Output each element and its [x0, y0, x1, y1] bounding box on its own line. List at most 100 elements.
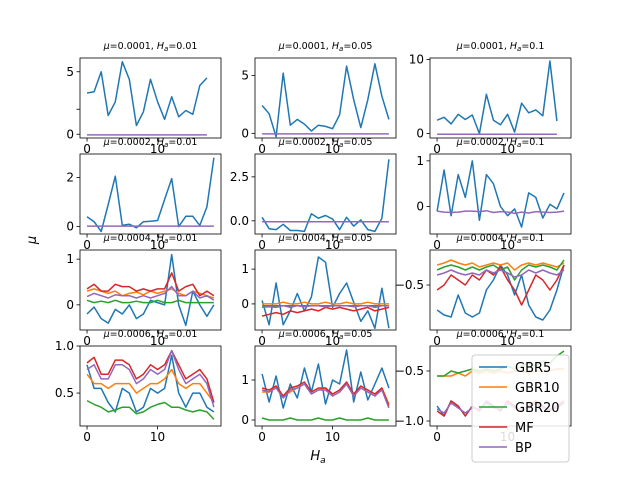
y-tick-label: 1 [241, 262, 249, 276]
y-tick-label: 0 [416, 200, 424, 214]
axes-frame [254, 249, 397, 331]
subplot-10: 0 10 0.5 1.0 μ=0.0006, Ha=0.01 [55, 329, 222, 444]
series-line-bp [436, 209, 565, 215]
series-line-bp [262, 304, 389, 309]
y-tick-label: −1.0 [395, 414, 424, 428]
series-line-gbr5 [436, 160, 565, 228]
y-tick-label: 0.5 [55, 386, 74, 400]
x-tick-label: 10 [325, 430, 340, 444]
subplot-5: 0 10 0.0 2.5 μ=0.0002, Ha=0.05 [230, 137, 397, 252]
series-line-gbr10 [436, 259, 565, 271]
x-axis-label: Ha [310, 449, 325, 466]
subplot-title: μ=0.0002, Ha=0.1 [456, 137, 545, 149]
x-tick-label: 0 [258, 334, 266, 348]
axes-frame [79, 345, 222, 427]
x-tick-label: 10 [150, 334, 165, 348]
y-tick-label: 2 [66, 170, 74, 184]
x-tick-label: 10 [325, 334, 340, 348]
subplot-3: 0 10 0 10 μ=0.0001, Ha=0.1 [409, 41, 572, 156]
subplot-2: 0 10 0 5 μ=0.0001, Ha=0.05 [241, 41, 397, 156]
series-line-gbr20 [86, 399, 215, 420]
series-line-mf [261, 381, 390, 407]
axes-frame [254, 57, 397, 139]
x-tick-label: 10 [500, 334, 515, 348]
legend-box [471, 354, 570, 463]
x-tick-label: 0 [258, 142, 266, 156]
x-tick-label: 0 [83, 334, 91, 348]
x-tick-label: 10 [325, 238, 340, 252]
axes-frame [254, 345, 397, 427]
x-tick-label: 0 [83, 430, 91, 444]
axes-frame [79, 57, 222, 139]
series-line-gbr10 [262, 301, 389, 305]
y-tick-label: 0 [241, 413, 249, 427]
legend-label-bp: BP [515, 441, 532, 456]
series-line-bp [436, 269, 565, 278]
x-tick-label: 0 [433, 238, 441, 252]
x-tick-label: 0 [433, 334, 441, 348]
series-line-gbr5 [436, 264, 565, 321]
y-tick-label: 0 [241, 126, 249, 140]
x-tick-label: 10 [150, 238, 165, 252]
axes-frame [254, 153, 397, 235]
subplot-title: μ=0.0006, Ha=0.01 [103, 329, 198, 341]
x-tick-label: 0 [258, 238, 266, 252]
y-tick-label: 0 [66, 127, 74, 141]
series-line-gbr5 [261, 349, 390, 409]
subplot-title: μ=0.0002, Ha=0.01 [103, 137, 198, 149]
series-line-gbr5 [261, 159, 390, 233]
subplot-title: μ=0.0001, Ha=0.1 [456, 41, 545, 53]
legend-label-gbr5: GBR5 [515, 361, 551, 376]
series-line-gbr20 [261, 417, 389, 421]
x-tick-label: 10 [150, 142, 165, 156]
subplot-9: 0 10 −0.5 μ=0.0004, Ha=0.1 [395, 233, 572, 348]
axes-frame [79, 153, 222, 235]
y-tick-label: 0 [66, 220, 74, 234]
axes-frame [429, 153, 572, 235]
series-line-gbr20 [86, 299, 214, 304]
legend-label-mf: MF [515, 421, 534, 436]
x-tick-label: 10 [325, 142, 340, 156]
y-tick-label: 0.0 [230, 214, 249, 228]
y-tick-label: 1 [66, 252, 74, 266]
x-tick-label: 10 [500, 238, 515, 252]
x-tick-label: 0 [433, 430, 441, 444]
subplot-11: 0 10 0 1 μ=0.0006, Ha=0.05 [241, 329, 397, 444]
x-tick-label: 0 [83, 238, 91, 252]
series-line-gbr10 [86, 368, 215, 403]
legend-label-gbr20: GBR20 [515, 401, 560, 416]
y-tick-label: 1.0 [55, 339, 74, 353]
y-axis-label: μ [25, 236, 40, 245]
series-line-mf [86, 272, 215, 297]
axes-frame [429, 249, 572, 331]
x-tick-label: 0 [83, 142, 91, 156]
subplot-1: 0 10 0 5 μ=0.0001, Ha=0.01 [66, 41, 222, 156]
series-line-bp [86, 285, 215, 301]
subplot-title: μ=0.0006, Ha=0.05 [278, 329, 373, 341]
series-line-gbr5 [261, 256, 390, 330]
series-line-gbr5 [86, 253, 215, 327]
y-tick-label: 5 [66, 65, 74, 79]
subplot-title: μ=0.0004, Ha=0.01 [103, 233, 198, 245]
subplot-title: μ=0.0006, Ha=0.1 [456, 329, 545, 341]
series-line-bp [261, 383, 390, 409]
series-line-mf [86, 349, 215, 403]
subplot-title: μ=0.0004, Ha=0.1 [456, 233, 545, 245]
y-tick-label: −0.5 [395, 364, 424, 378]
series-line-gbr5 [86, 354, 215, 413]
legend: GBR5 GBR10 GBR20 MF BP [471, 354, 570, 463]
y-tick-label: 0 [241, 297, 249, 311]
series-line-gbr5 [436, 60, 558, 135]
x-tick-label: 10 [150, 430, 165, 444]
x-tick-label: 10 [500, 142, 515, 156]
series-line-gbr5 [261, 63, 390, 138]
x-tick-label: 0 [433, 142, 441, 156]
subplot-title: μ=0.0004, Ha=0.05 [278, 233, 373, 245]
x-tick-label: 0 [258, 430, 266, 444]
y-tick-label: 10 [409, 52, 424, 66]
series-line-gbr5 [86, 61, 208, 127]
